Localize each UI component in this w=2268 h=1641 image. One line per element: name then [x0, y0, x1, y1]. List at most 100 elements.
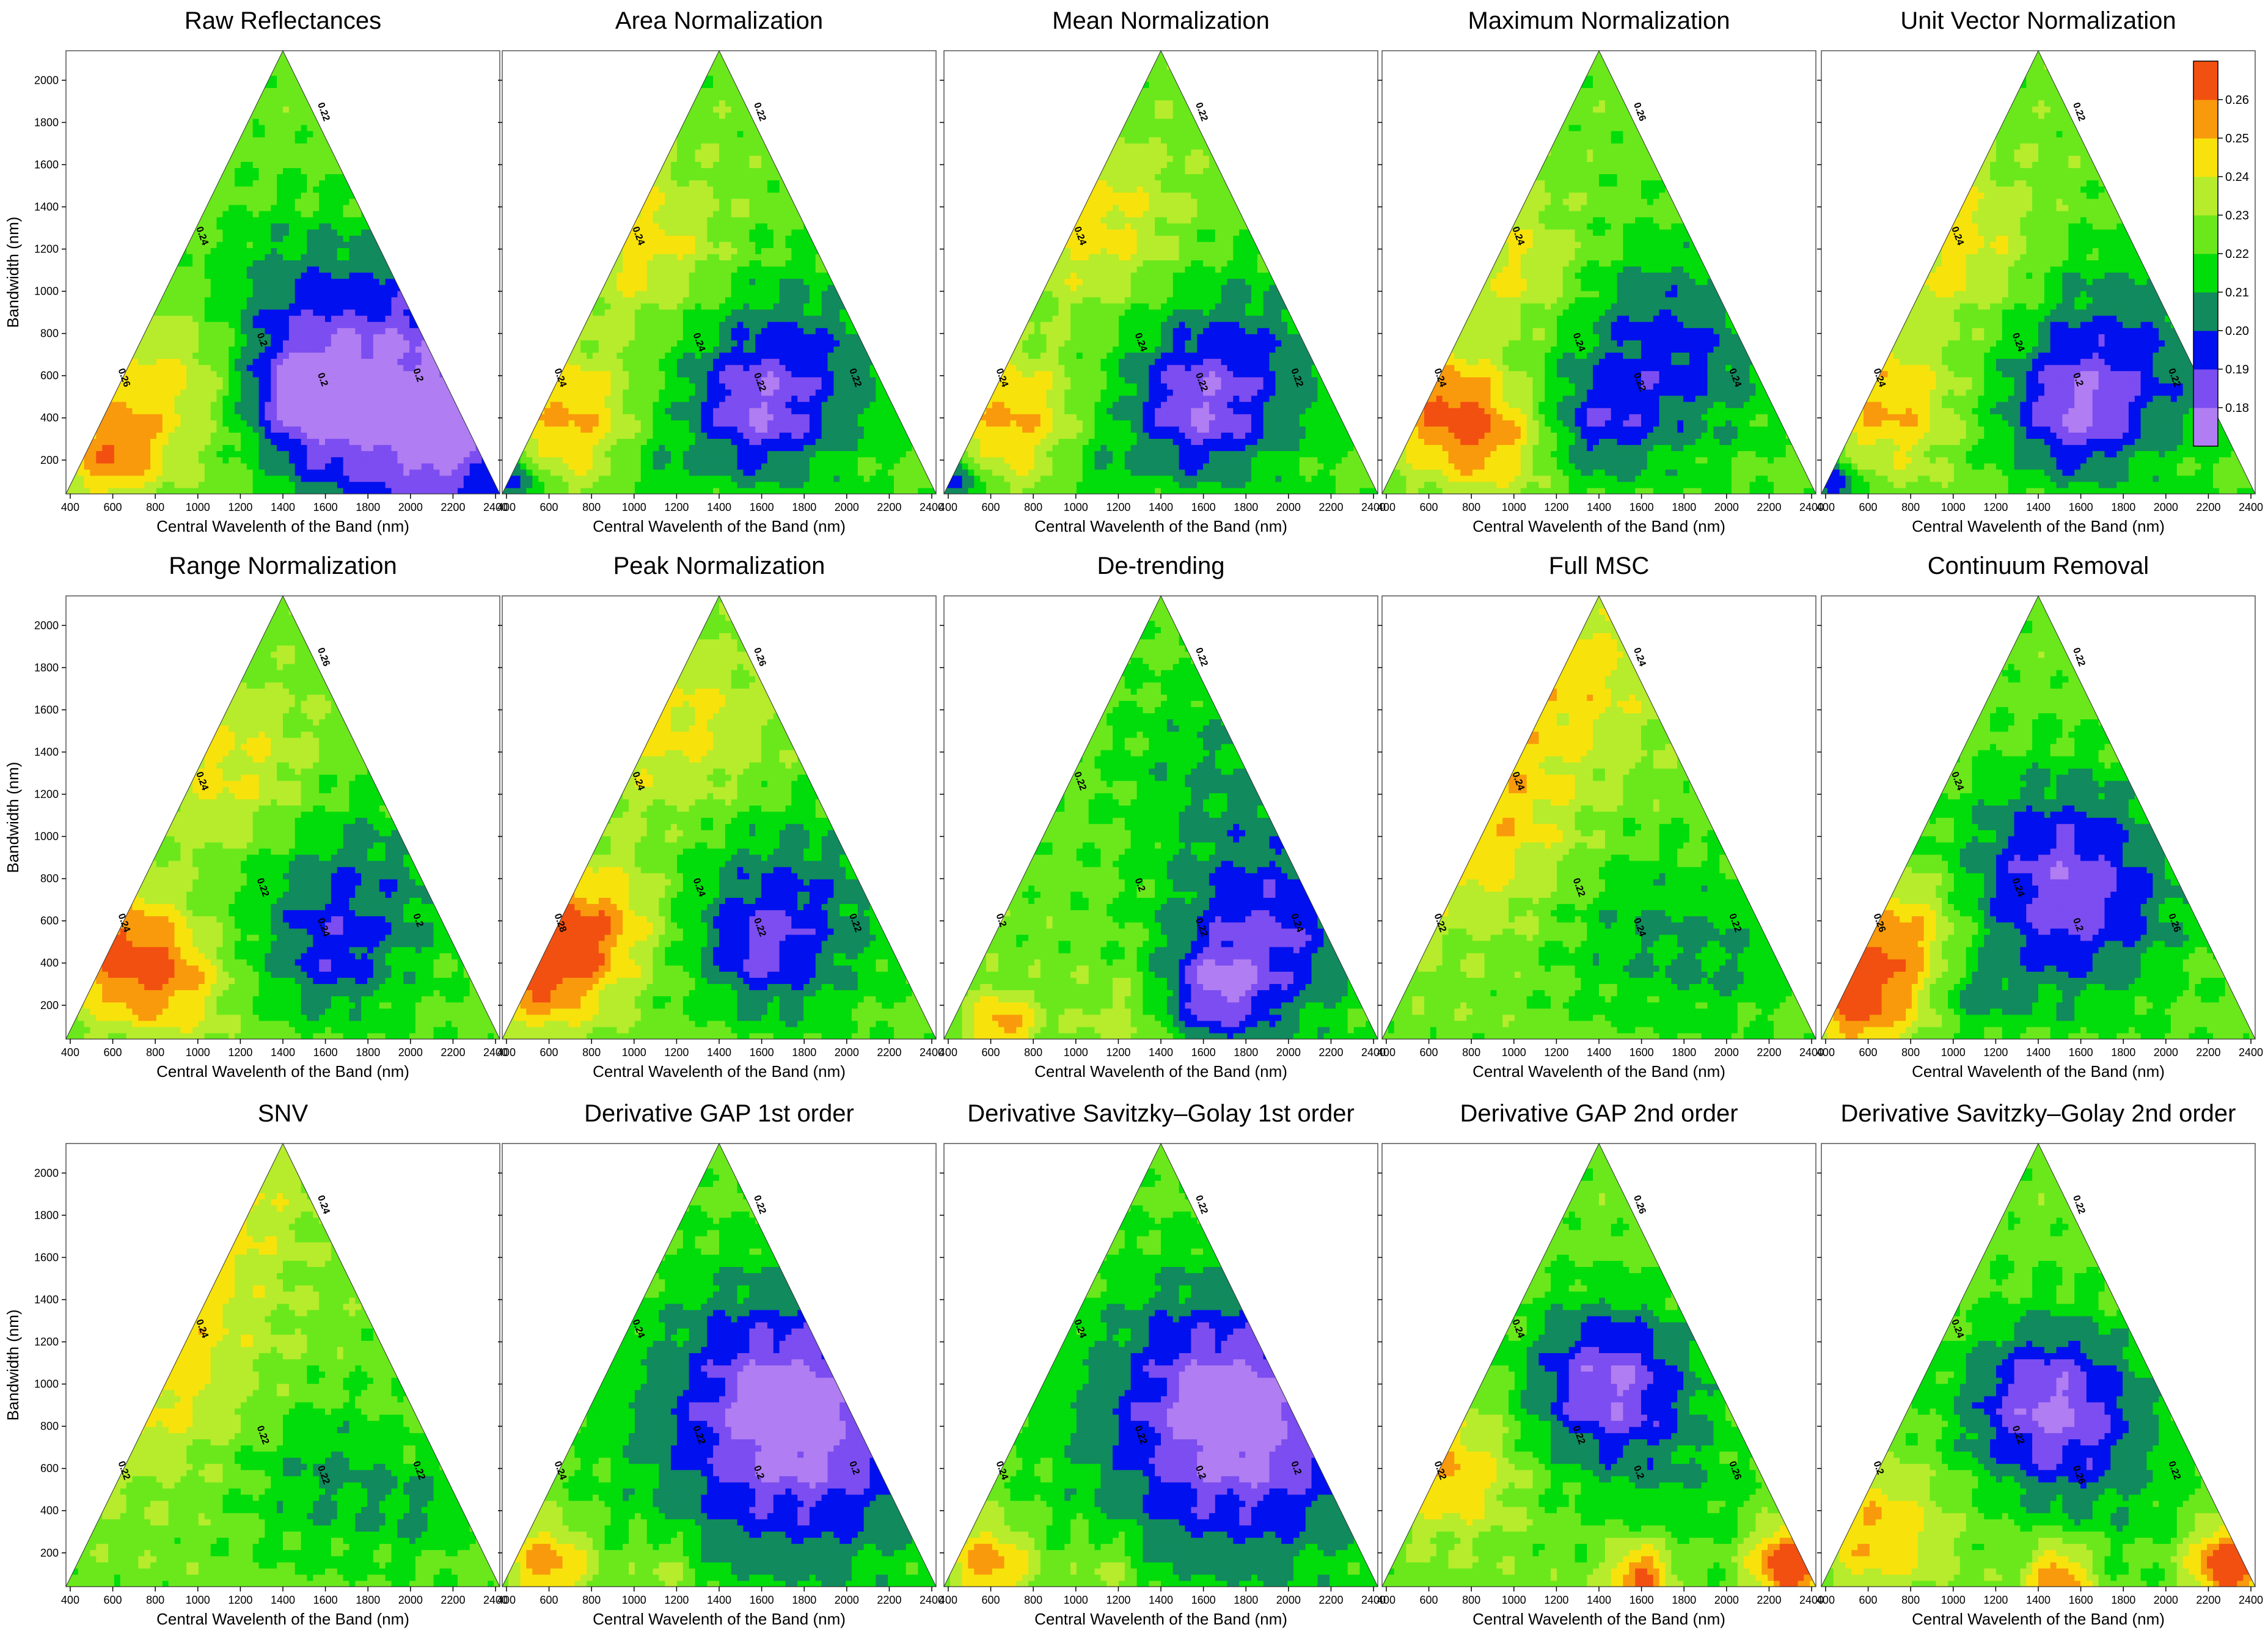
heat-cell — [785, 334, 792, 340]
heat-cell — [556, 457, 563, 464]
heat-cell — [616, 389, 623, 396]
heat-cell — [78, 469, 85, 476]
heat-cell — [857, 444, 865, 452]
heat-cell — [313, 487, 320, 494]
heat-cell — [707, 241, 714, 248]
heat-cell — [640, 463, 648, 470]
heat-cell — [761, 426, 768, 433]
heat-cell — [216, 334, 223, 340]
heat-cell — [403, 315, 410, 322]
heat-cell — [725, 266, 732, 273]
heat-cell — [458, 469, 464, 476]
heat-cell — [156, 408, 163, 414]
heat-cell — [629, 321, 635, 328]
heat-cell — [731, 370, 738, 378]
heat-cell — [725, 475, 732, 482]
heat-cell — [665, 364, 671, 372]
heat-cell — [325, 432, 332, 439]
heat-cell — [403, 420, 410, 427]
heat-cell — [288, 186, 296, 193]
heat-cell — [677, 376, 684, 384]
heat-cell — [229, 395, 235, 402]
heat-cell — [361, 358, 368, 365]
heat-cell — [294, 487, 302, 494]
heat-cell — [737, 389, 744, 396]
heat-cell — [271, 475, 277, 482]
heat-cell — [108, 408, 115, 414]
heat-cell — [707, 481, 714, 488]
heat-cell — [659, 272, 665, 279]
heat-cell — [869, 475, 876, 482]
heat-cell — [96, 463, 103, 470]
heat-cell — [162, 358, 169, 365]
heat-cell — [355, 383, 362, 390]
heat-cell — [120, 402, 127, 408]
heat-cell — [168, 328, 175, 334]
heat-cell — [767, 432, 774, 439]
heat-cell — [653, 321, 659, 328]
heat-cell — [288, 402, 296, 408]
heat-cell — [598, 450, 605, 458]
heat-cell — [821, 370, 829, 378]
heat-cell — [325, 315, 332, 322]
heat-cell — [241, 340, 247, 347]
heat-cell — [90, 438, 97, 446]
heat-cell — [713, 352, 720, 359]
heat-cell — [677, 328, 684, 334]
heat-cell — [520, 475, 527, 482]
heat-cell — [277, 290, 284, 298]
heat-cell — [313, 118, 320, 125]
heat-cell — [840, 414, 846, 420]
heat-cell — [695, 432, 702, 439]
heat-cell — [749, 475, 756, 482]
heat-cell — [283, 328, 290, 334]
heat-cell — [743, 346, 750, 353]
heat-cell — [749, 402, 756, 408]
heat-cell — [785, 346, 792, 353]
heat-cell — [265, 124, 271, 131]
heat-cell — [689, 248, 696, 254]
heat-cell — [598, 370, 605, 378]
heat-cell — [598, 402, 605, 408]
heat-cell — [707, 321, 714, 328]
heat-cell — [610, 321, 617, 328]
heat-cell — [337, 334, 344, 340]
heat-cell — [331, 315, 338, 322]
heat-cell — [186, 284, 193, 292]
heat-cell — [126, 444, 133, 452]
heat-cell — [815, 414, 822, 420]
heat-cell — [204, 376, 211, 384]
heat-cell — [265, 137, 271, 144]
heat-cell — [222, 376, 229, 384]
heat-cell — [258, 192, 266, 199]
heat-cell — [677, 475, 684, 482]
heat-cell — [156, 450, 163, 458]
heat-cell — [785, 303, 792, 310]
heat-cell — [598, 432, 605, 439]
heat-cell — [186, 389, 193, 396]
heat-cell — [888, 450, 894, 458]
heat-cell — [665, 457, 671, 464]
heat-cell — [229, 192, 235, 199]
heat-cell — [737, 469, 744, 476]
heat-cell — [265, 457, 271, 464]
heat-cell — [779, 321, 786, 328]
heat-cell — [640, 414, 648, 420]
heat-cell — [331, 450, 338, 458]
heat-cell — [222, 346, 229, 353]
heat-cell — [695, 296, 702, 304]
heat-cell — [779, 426, 786, 433]
heat-cell — [294, 438, 302, 446]
heat-cell — [307, 174, 313, 181]
heat-cell — [640, 340, 648, 347]
heat-cell — [544, 487, 551, 494]
heat-cell — [682, 303, 690, 310]
heat-cell — [731, 315, 738, 322]
heat-cell — [809, 426, 816, 433]
heat-cell — [301, 278, 308, 285]
heat-cell — [337, 210, 344, 218]
heat-cell — [235, 272, 241, 279]
heat-cell — [737, 266, 744, 273]
heat-cell — [481, 487, 488, 494]
heat-cell — [882, 389, 888, 396]
